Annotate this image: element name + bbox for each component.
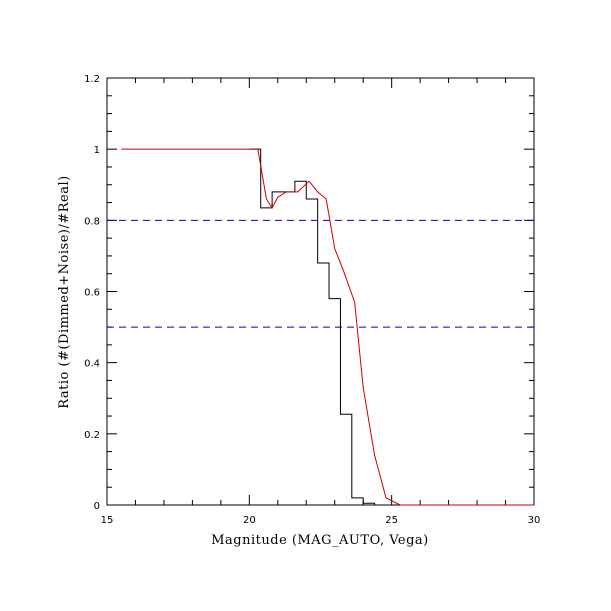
plot-frame	[106, 77, 535, 506]
y-tick-label: 1.2	[84, 74, 100, 85]
tick-labels: 15 20 25 30 0 0.2 0.4 0.6 0.8 1 1.2	[84, 74, 540, 526]
y-tick-label: 0.2	[84, 430, 100, 441]
histogram	[249, 148, 409, 506]
reference-lines	[107, 219, 534, 328]
y-tick-label: 0.6	[84, 288, 100, 299]
ratio-curve	[121, 148, 534, 506]
y-tick-label: 0	[94, 501, 100, 512]
x-tick-label: 25	[385, 515, 398, 526]
x-axis-title: Magnitude (MAG_AUTO, Vega)	[211, 533, 429, 548]
y-tick-label: 0.8	[84, 216, 100, 227]
x-tick-label: 15	[101, 515, 114, 526]
axis-ticks	[106, 77, 535, 506]
ratio-curve-line	[121, 148, 534, 506]
y-tick-label: 1	[94, 145, 100, 156]
histogram-step	[249, 148, 409, 506]
x-tick-label: 20	[243, 515, 256, 526]
y-axis-title: Ratio (#(Dimmed+Noise)/#Real)	[57, 175, 72, 408]
x-tick-label: 30	[528, 515, 541, 526]
y-tick-label: 0.4	[84, 359, 100, 370]
